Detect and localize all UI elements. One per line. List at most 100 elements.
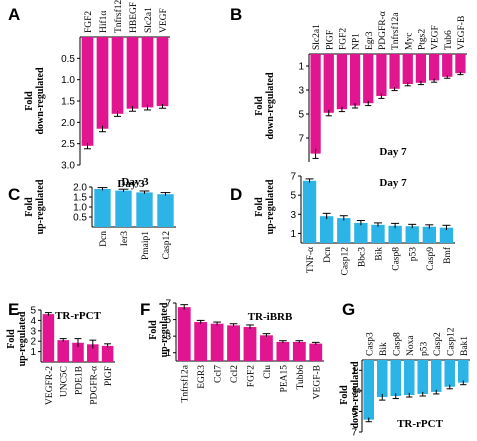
bar (428, 54, 440, 81)
bar (402, 54, 413, 84)
bar (302, 180, 317, 243)
bar (363, 54, 374, 104)
category-label: PlGF (325, 30, 335, 50)
y-tick-label: 3 (30, 326, 36, 337)
category-label: FGF2 (84, 11, 94, 33)
category-label: Noxa (406, 335, 416, 356)
bar (260, 335, 273, 361)
y-tick-label: 3 (351, 386, 357, 397)
bar (439, 227, 454, 243)
bar (111, 37, 124, 114)
bar (457, 360, 469, 383)
y-tick-label: 1.5 (61, 97, 75, 108)
bar (455, 54, 466, 74)
panel-letter: C (8, 185, 20, 204)
y-axis-title-line: Fold (254, 96, 265, 116)
y-tick-label: 3 (165, 332, 171, 343)
bar (156, 37, 169, 107)
category-label: VEGF (431, 25, 441, 50)
category-label: Tnfrsf12a (390, 12, 401, 50)
category-label: Slc2a1 (312, 24, 322, 50)
y-tick-label: 3.0 (61, 161, 75, 172)
bar (101, 345, 114, 362)
panel-letter: A (8, 5, 20, 24)
y-axis-title: Foldup-regulated (6, 311, 28, 366)
y-axis-title: Folddown-regulated (339, 361, 361, 428)
panel-title: Day 7 (379, 146, 407, 158)
panel-letter: F (140, 300, 150, 319)
bar (422, 226, 437, 243)
y-tick-label: 0.5 (61, 54, 75, 65)
y-tick-label: 5 (30, 306, 36, 317)
category-label: PlGF (104, 366, 114, 386)
category-label: Ier3 (120, 231, 130, 247)
category-label: Hif1α (98, 11, 109, 33)
bar (363, 360, 375, 420)
y-tick-label: 7 (165, 299, 171, 310)
panel-title: TR-rPCT (55, 310, 101, 322)
bar (243, 327, 257, 361)
category-label: FGF2 (338, 28, 348, 50)
category-label: PEA15 (279, 365, 289, 393)
bar (336, 54, 348, 110)
panel-a: A 0.5 1.0 1.5 2.0 2.5 3.0 Folddown-regulated FGF… (8, 0, 170, 190)
bar (309, 343, 323, 361)
category-label: UNC5C (60, 366, 70, 397)
category-label: Casp3 (365, 332, 375, 356)
y-tick-label: 2.5 (61, 139, 75, 150)
y-axis-title: Foldup-regulated (24, 179, 46, 234)
y-tick-label: 7 (298, 134, 304, 145)
bar (115, 190, 132, 227)
bar (292, 341, 306, 361)
category-label: Casp9 (426, 247, 436, 271)
bar (81, 37, 94, 146)
category-label: Tnfrsf12a (113, 0, 124, 33)
bar (389, 54, 400, 89)
category-label: Ccl2 (230, 365, 240, 383)
panel-letter: B (230, 5, 242, 24)
y-axis-title-line: up-regulated (35, 179, 46, 234)
category-label: Bbc3 (357, 247, 367, 267)
category-label: Dcn (323, 247, 333, 263)
category-label: Pmaip1 (141, 231, 151, 260)
y-tick-label: 3 (290, 210, 296, 221)
category-label: p53 (409, 247, 419, 262)
category-label: VEGF-B (312, 365, 322, 399)
bar (194, 322, 208, 361)
y-tick-label: 2.0 (73, 183, 87, 194)
y-tick-label: 1 (290, 229, 296, 240)
bar (371, 224, 385, 243)
y-axis-title: Foldup-regulated (148, 302, 170, 357)
panel-letter: E (8, 300, 19, 319)
panel-title: TR-iBRB (248, 311, 293, 323)
category-label: VEGF (159, 8, 169, 33)
y-axis-title-line: down-regulated (35, 67, 46, 134)
bar (376, 360, 388, 398)
category-label: Tnfrsf12a (180, 364, 191, 402)
y-axis-title: Folddown-regulated (254, 72, 276, 139)
y-tick-label: 5 (351, 407, 357, 418)
y-tick-label: 1.0 (61, 75, 75, 86)
category-label: Casp12 (340, 247, 350, 276)
y-axis-title-line: down-regulated (350, 361, 361, 428)
bar (157, 194, 174, 227)
y-axis-title: Folddown-regulated (24, 67, 46, 134)
bar (94, 189, 111, 227)
panel-title: Day 3 (121, 176, 149, 188)
category-label: HBEGF (129, 2, 139, 33)
panel-d: D 1 3 5 7 Foldup-regulated TNF-α Dcn Casp12 Bbc3 B… (230, 172, 455, 276)
category-label: Clu (263, 365, 273, 379)
panel-title: Day 7 (379, 177, 407, 189)
bar (388, 225, 402, 243)
category-label: VEGFR-2 (45, 366, 55, 405)
category-label: Casp8 (392, 332, 402, 356)
category-label: Tub6 (444, 30, 454, 50)
bar (319, 216, 334, 243)
y-tick-label: 3 (298, 86, 304, 97)
category-label: Ptgs2 (417, 29, 427, 50)
bar (126, 37, 139, 109)
category-label: p53 (419, 342, 429, 357)
